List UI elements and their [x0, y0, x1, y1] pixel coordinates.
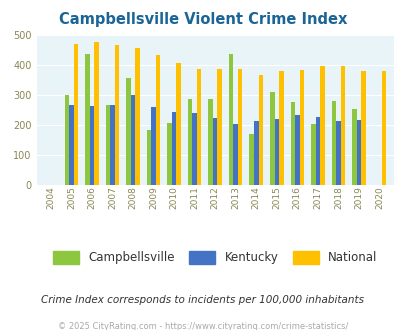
Text: © 2025 CityRating.com - https://www.cityrating.com/crime-statistics/: © 2025 CityRating.com - https://www.city…	[58, 322, 347, 330]
Bar	[90, 106, 94, 185]
Bar	[217, 69, 222, 185]
Bar	[340, 66, 344, 185]
Bar	[351, 109, 356, 185]
Bar	[188, 99, 192, 185]
Bar	[319, 66, 324, 185]
Bar	[315, 117, 319, 185]
Bar	[94, 43, 98, 185]
Bar	[294, 115, 299, 185]
Bar	[290, 102, 294, 185]
Bar	[130, 95, 135, 185]
Bar	[278, 71, 283, 185]
Bar	[110, 105, 115, 185]
Bar	[135, 48, 139, 185]
Bar	[249, 134, 254, 185]
Bar	[299, 70, 303, 185]
Bar	[310, 124, 315, 185]
Bar	[69, 105, 74, 185]
Bar	[176, 63, 181, 185]
Bar	[156, 55, 160, 185]
Bar	[237, 69, 242, 185]
Bar	[381, 71, 385, 185]
Bar	[151, 107, 156, 185]
Bar	[126, 78, 130, 185]
Bar	[360, 71, 365, 185]
Bar	[228, 54, 233, 185]
Bar	[274, 119, 278, 185]
Legend: Campbellsville, Kentucky, National: Campbellsville, Kentucky, National	[48, 246, 381, 269]
Bar	[233, 124, 237, 185]
Bar	[85, 53, 90, 185]
Bar	[269, 92, 274, 185]
Bar	[74, 44, 78, 185]
Bar	[196, 69, 201, 185]
Bar	[192, 113, 196, 185]
Bar	[147, 130, 151, 185]
Bar	[171, 112, 176, 185]
Bar	[115, 45, 119, 185]
Bar	[335, 121, 340, 185]
Bar	[105, 105, 110, 185]
Bar	[212, 118, 217, 185]
Bar	[254, 120, 258, 185]
Bar	[356, 120, 360, 185]
Bar	[331, 101, 335, 185]
Bar	[208, 99, 212, 185]
Text: Campbellsville Violent Crime Index: Campbellsville Violent Crime Index	[59, 12, 346, 26]
Bar	[258, 75, 262, 185]
Text: Crime Index corresponds to incidents per 100,000 inhabitants: Crime Index corresponds to incidents per…	[41, 295, 364, 305]
Bar	[167, 123, 171, 185]
Bar	[64, 95, 69, 185]
